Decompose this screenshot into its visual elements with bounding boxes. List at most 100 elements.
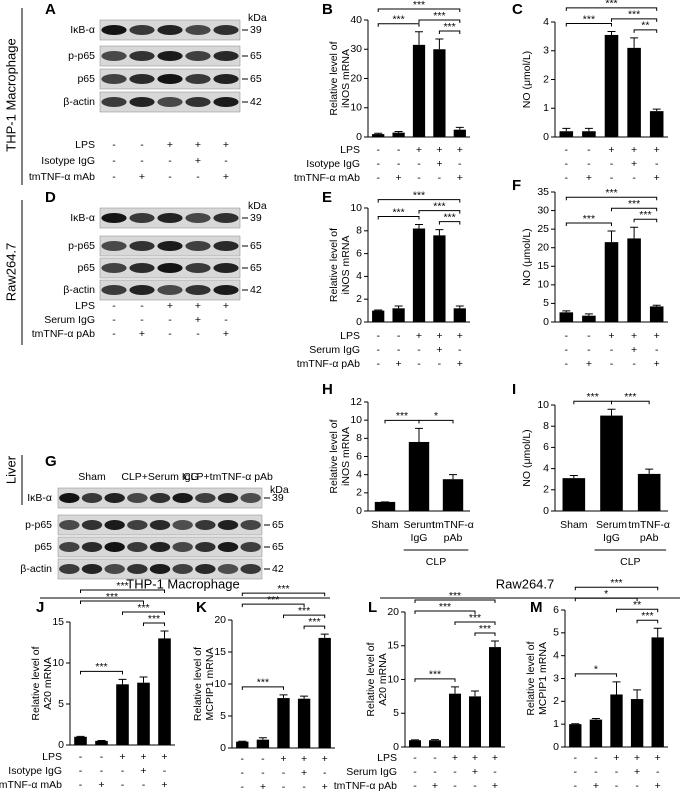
y-tick-label: 0 [220,742,226,754]
significance-bracket [241,686,284,690]
condition-sign: + [631,144,637,156]
panel-letter: D [45,189,56,206]
y-tick-label: 5 [58,698,64,710]
significance-label: *** [433,10,445,22]
panel-letter: K [196,599,207,616]
significance-label: *** [605,187,617,199]
y-tick-label: 0 [543,316,549,328]
group-label: CLP [426,556,446,568]
blot-band [213,74,239,84]
bar [637,473,661,511]
error-bar [471,690,479,697]
blot-band [129,51,155,61]
x-tick-label: Sham [560,519,588,531]
bar [442,479,464,511]
y-axis-label: Relative level of [328,41,340,115]
y-axis-label: A20 mRNA [377,653,389,706]
condition-sign: + [139,171,145,183]
condition-sign: + [322,781,328,793]
kda-value: 42 [250,96,262,108]
significance-bracket [633,218,658,223]
y-tick-label: 15 [52,616,64,628]
section-header: THP-1 Macrophage [126,576,239,591]
condition-sign: + [260,781,266,793]
condition-sign: - [121,765,125,777]
significance-label: *** [433,200,445,212]
condition-label: Serum IgG [44,314,95,326]
significance-bracket [414,678,456,682]
condition-sign: + [223,300,229,312]
bar [649,111,664,137]
condition-sign: - [610,358,614,370]
error-bar [612,681,621,695]
blot-band [185,241,211,251]
error-bar [652,108,661,112]
condition-sign: + [140,751,146,763]
error-bar [607,230,616,243]
significance-label: *** [392,206,404,218]
y-tick-label: 6 [553,604,559,616]
protein-label: p65 [77,262,95,274]
blot-band [81,520,103,530]
condition-sign: - [417,344,421,356]
condition-sign: + [396,172,402,184]
kda-value: 65 [250,262,262,274]
y-axis-label: iNOS mRNA [340,49,352,108]
condition-sign: + [436,144,442,156]
condition-sign: - [282,767,286,779]
blot-band [129,213,155,223]
condition-sign: - [168,155,172,167]
condition-sign: - [282,781,286,793]
y-tick-label: 0 [553,741,559,753]
error-bar [160,630,169,639]
blot-band [240,520,261,530]
condition-label: tmTNF-α pAb [297,358,360,370]
kda-value: 39 [250,212,262,224]
bar [392,308,405,322]
bar [489,647,501,747]
kda-value: 42 [250,284,262,296]
bar [569,724,582,747]
condition-sign: - [574,752,578,764]
bar [116,684,129,745]
condition-label: Isotype IgG [306,158,360,170]
error-bar [630,37,639,48]
y-tick-label: 10 [537,399,549,411]
x-tick-label: pAb [444,532,463,544]
blot-band [101,285,127,295]
kda-header: kDa [270,484,289,496]
condition-label: LPS [340,330,360,342]
panel-letter: A [45,1,56,18]
bar [604,242,619,322]
condition-sign: + [301,767,307,779]
condition-sign: - [610,158,614,170]
significance-label: *** [439,601,451,613]
blot-band [157,241,183,251]
condition-sign: - [196,171,200,183]
panel-letter: G [45,453,57,470]
condition-sign: + [436,344,442,356]
condition-sign: + [322,753,328,765]
condition-sign: - [241,753,245,765]
condition-sign: - [565,144,569,156]
significance-bracket [418,19,461,24]
y-tick-label: 2 [356,293,362,305]
condition-sign: - [140,300,144,312]
condition-sign: - [417,358,421,370]
condition-label: tmTNF-α mAb [29,171,95,183]
error-bar [633,689,642,700]
bar [582,131,596,137]
x-tick-label: tmTNF-α [432,519,474,531]
significance-label: *** [429,669,441,681]
bar [559,131,574,137]
bar [630,699,644,747]
condition-label: LPS [75,300,95,312]
condition-sign: - [112,300,116,312]
condition-sign: - [565,358,569,370]
condition-sign: - [376,358,380,370]
y-tick-label: 12 [350,396,362,408]
blot-band [172,542,193,552]
significance-label: *** [148,613,160,625]
blot-band [213,51,239,61]
